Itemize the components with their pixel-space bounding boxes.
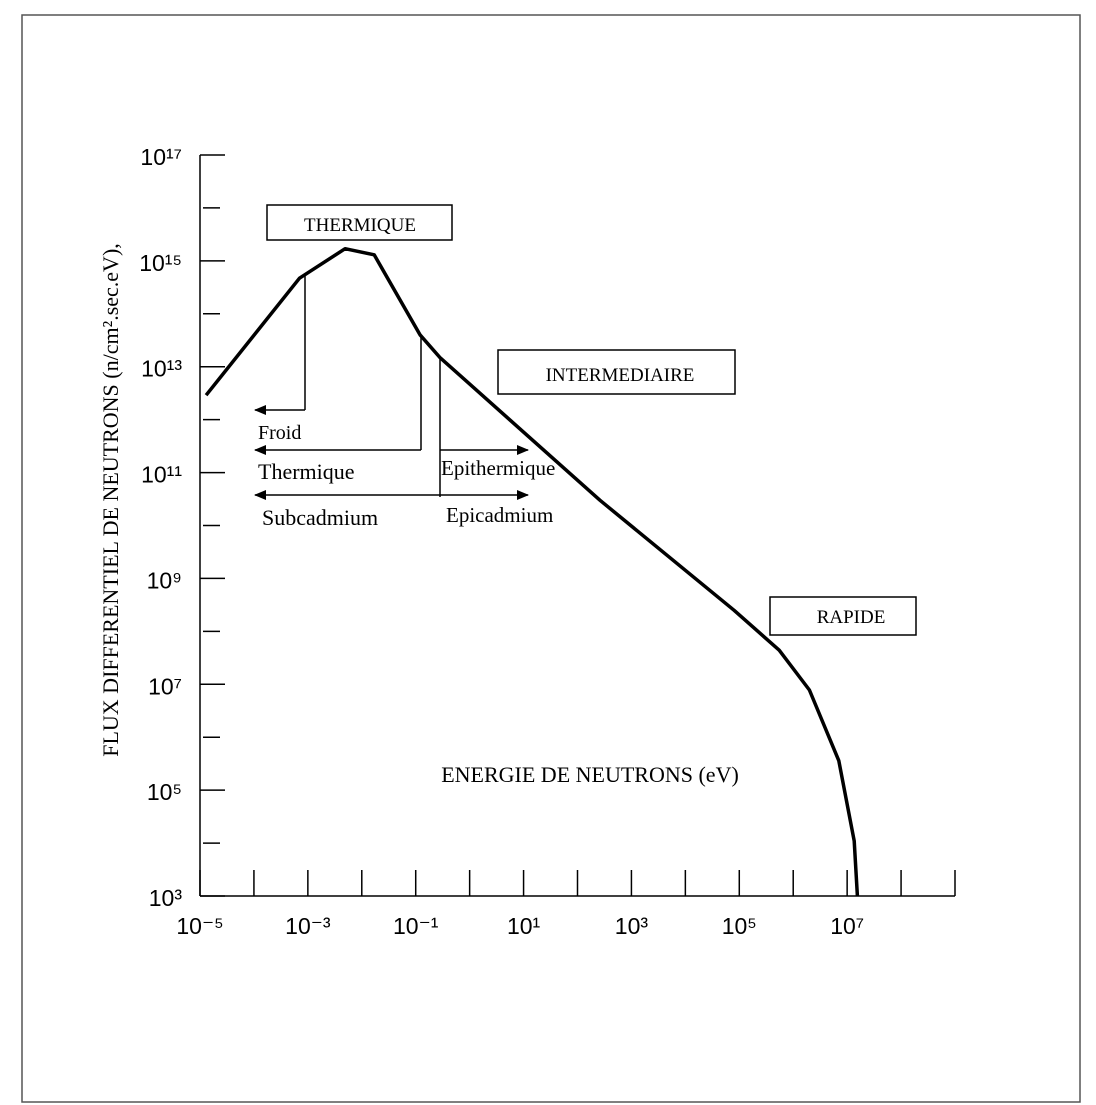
x-tick-label: 10¹ (507, 913, 541, 939)
y-tick-label: 10¹³ (141, 356, 182, 382)
y-tick-label: 10⁹ (147, 567, 182, 593)
x-tick-label: 10³ (615, 913, 649, 939)
y-tick-label: 10⁵ (147, 779, 182, 805)
region-markers (254, 276, 529, 500)
annotation: Subcadmium (262, 505, 378, 530)
annotation: Epithermique (441, 456, 555, 480)
y-tick-label: 10¹⁵ (139, 250, 182, 276)
x-tick-label: 10⁻³ (285, 913, 331, 939)
annotation-box (266, 204, 453, 241)
annotation: Epicadmium (446, 503, 553, 527)
x-tick-label: 10⁻⁵ (176, 913, 223, 939)
annotation: Froid (258, 422, 301, 444)
annotation-box (769, 596, 917, 636)
x-axis-label: ENERGIE DE NEUTRONS (eV) (441, 762, 739, 787)
annotation: INTERMEDIAIRE (546, 365, 695, 386)
y-axis-label: FLUX DIFFERENTIEL DE NEUTRONS (n/cm².sec… (98, 243, 123, 757)
annotation-box (497, 349, 736, 395)
annotation: RAPIDE (817, 607, 886, 628)
y-tick-label: 10¹¹ (141, 462, 182, 488)
flux-curve (204, 246, 860, 897)
annotation: Thermique (258, 459, 355, 484)
x-tick-label: 10⁻¹ (393, 913, 439, 939)
y-tick-label: 10¹⁷ (140, 144, 182, 170)
y-tick-label: 10³ (149, 885, 183, 911)
annotation: THERMIQUE (304, 215, 416, 236)
y-tick-label: 10⁷ (148, 673, 182, 699)
x-tick-label: 10⁵ (722, 913, 757, 939)
frame (21, 14, 1081, 1103)
x-tick-label: 10⁷ (830, 913, 864, 939)
